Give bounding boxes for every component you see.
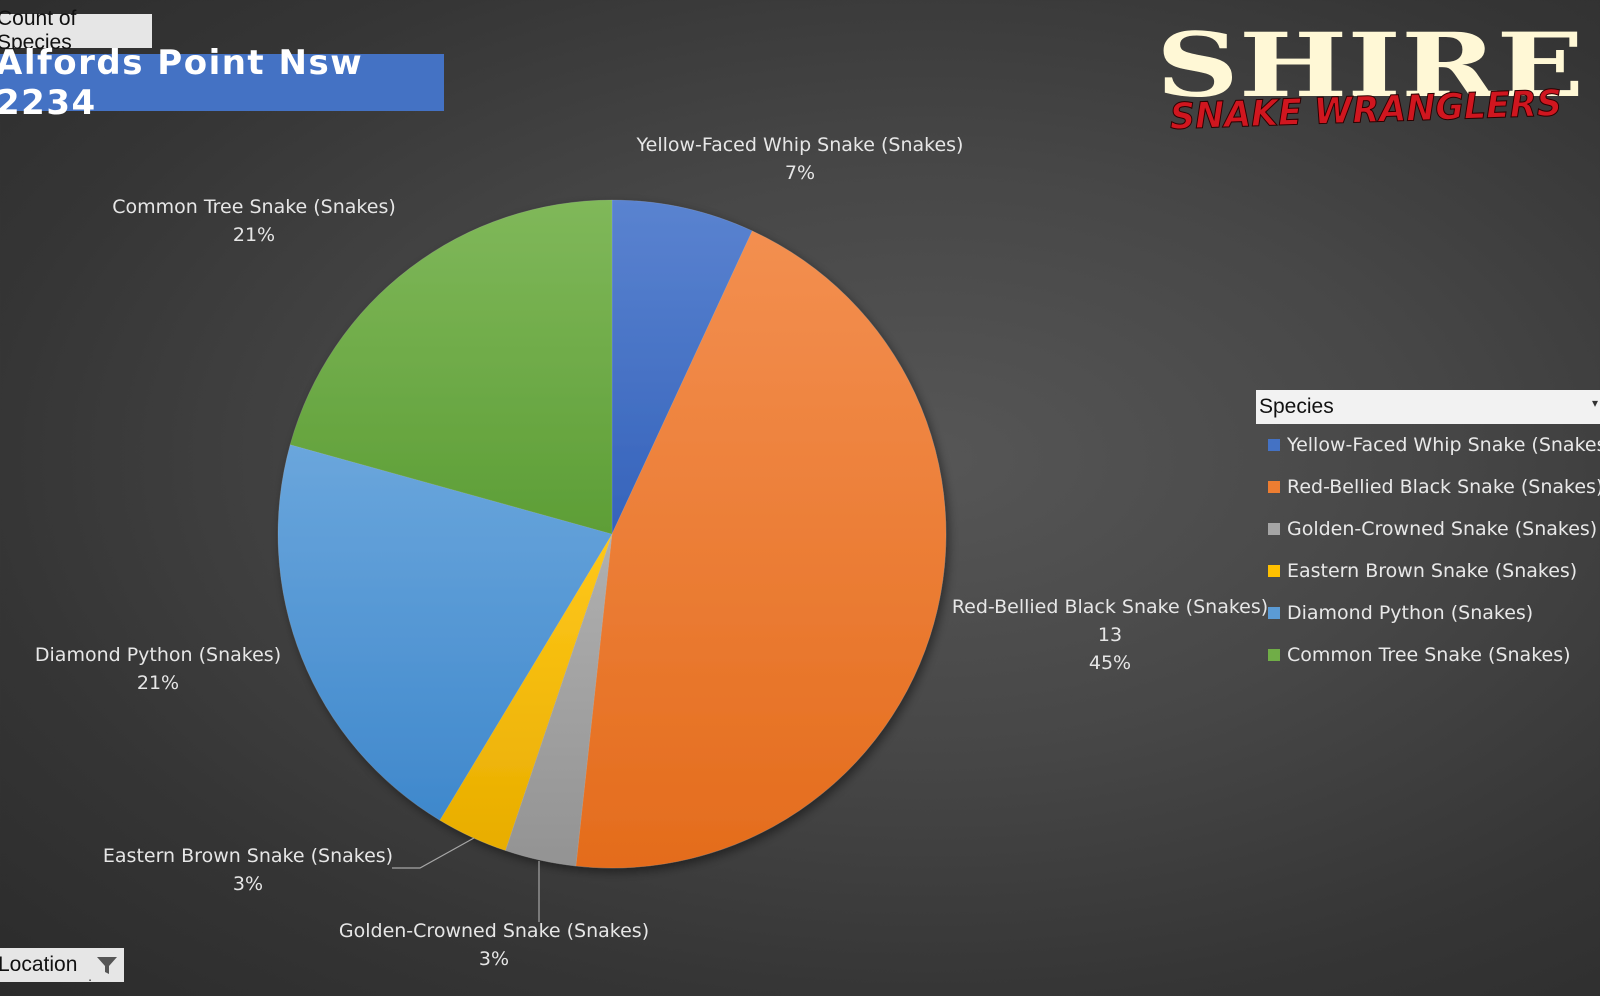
legend-label-2: Red-Bellied Black Snake (Snakes) xyxy=(1287,476,1600,498)
pie-slice-2[interactable] xyxy=(575,230,947,869)
leader-line-4 xyxy=(392,837,475,869)
data-label-4: Eastern Brown Snake (Snakes) 3% xyxy=(103,845,393,895)
legend-swatch-2 xyxy=(1268,481,1280,493)
legend-swatch-3 xyxy=(1268,523,1280,535)
legend-label-5: Diamond Python (Snakes) xyxy=(1287,602,1534,624)
data-label-2: Red-Bellied Black Snake (Snakes) 13 45% xyxy=(952,596,1268,674)
legend-item-5[interactable]: Diamond Python (Snakes) xyxy=(1268,592,1600,634)
data-label-3: Golden-Crowned Snake (Snakes) 3% xyxy=(339,920,649,970)
legend-item-6[interactable]: Common Tree Snake (Snakes) xyxy=(1268,634,1600,676)
legend-swatch-5 xyxy=(1268,607,1280,619)
chart-title-text: Alfords Point Nsw 2234 xyxy=(0,42,364,123)
legend-item-3[interactable]: Golden-Crowned Snake (Snakes) xyxy=(1268,508,1600,550)
legend: Species ▾ Yellow-Faced Whip Snake (Snake… xyxy=(1256,390,1600,676)
legend-swatch-1 xyxy=(1268,439,1280,451)
legend-label-4: Eastern Brown Snake (Snakes) xyxy=(1287,560,1578,582)
legend-label-1: Yellow-Faced Whip Snake (Snakes) xyxy=(1287,434,1600,456)
count-of-species-label: Count of Species xyxy=(0,7,77,54)
data-label-1: Yellow-Faced Whip Snake (Snakes) 7% xyxy=(636,134,964,184)
legend-item-1[interactable]: Yellow-Faced Whip Snake (Snakes) xyxy=(1268,424,1600,466)
legend-label-6: Common Tree Snake (Snakes) xyxy=(1287,644,1571,666)
count-of-species-field-button[interactable]: Count of Species xyxy=(0,7,152,54)
legend-item-2[interactable]: Red-Bellied Black Snake (Snakes) xyxy=(1268,466,1600,508)
location-filter-button[interactable]: Location . xyxy=(0,948,124,984)
location-filter-label: Location xyxy=(0,953,78,976)
pie-slice-6[interactable] xyxy=(289,199,613,535)
legend-header-label: Species xyxy=(1259,395,1334,418)
legend-swatch-6 xyxy=(1268,649,1280,661)
data-label-5: Diamond Python (Snakes) 21% xyxy=(35,644,281,694)
legend-item-4[interactable]: Eastern Brown Snake (Snakes) xyxy=(1268,550,1600,592)
legend-header-species[interactable]: Species ▾ xyxy=(1256,390,1600,424)
filter-dot-icon: . xyxy=(88,968,92,984)
logo-line1: SHIRE xyxy=(1156,14,1584,117)
dropdown-arrow-icon[interactable]: ▾ xyxy=(1591,396,1598,410)
legend-label-3: Golden-Crowned Snake (Snakes) xyxy=(1287,518,1598,540)
pie-slice-1[interactable] xyxy=(611,199,753,535)
shire-snake-wranglers-logo: SHIRE SNAKE WRANGLERS xyxy=(1156,14,1584,138)
legend-swatch-4 xyxy=(1268,565,1280,577)
data-label-6: Common Tree Snake (Snakes) 21% xyxy=(112,196,396,246)
chart-title: Alfords Point Nsw 2234 xyxy=(0,43,444,123)
pie-slice-5[interactable] xyxy=(277,444,613,821)
filter-funnel-icon[interactable] xyxy=(96,954,118,976)
